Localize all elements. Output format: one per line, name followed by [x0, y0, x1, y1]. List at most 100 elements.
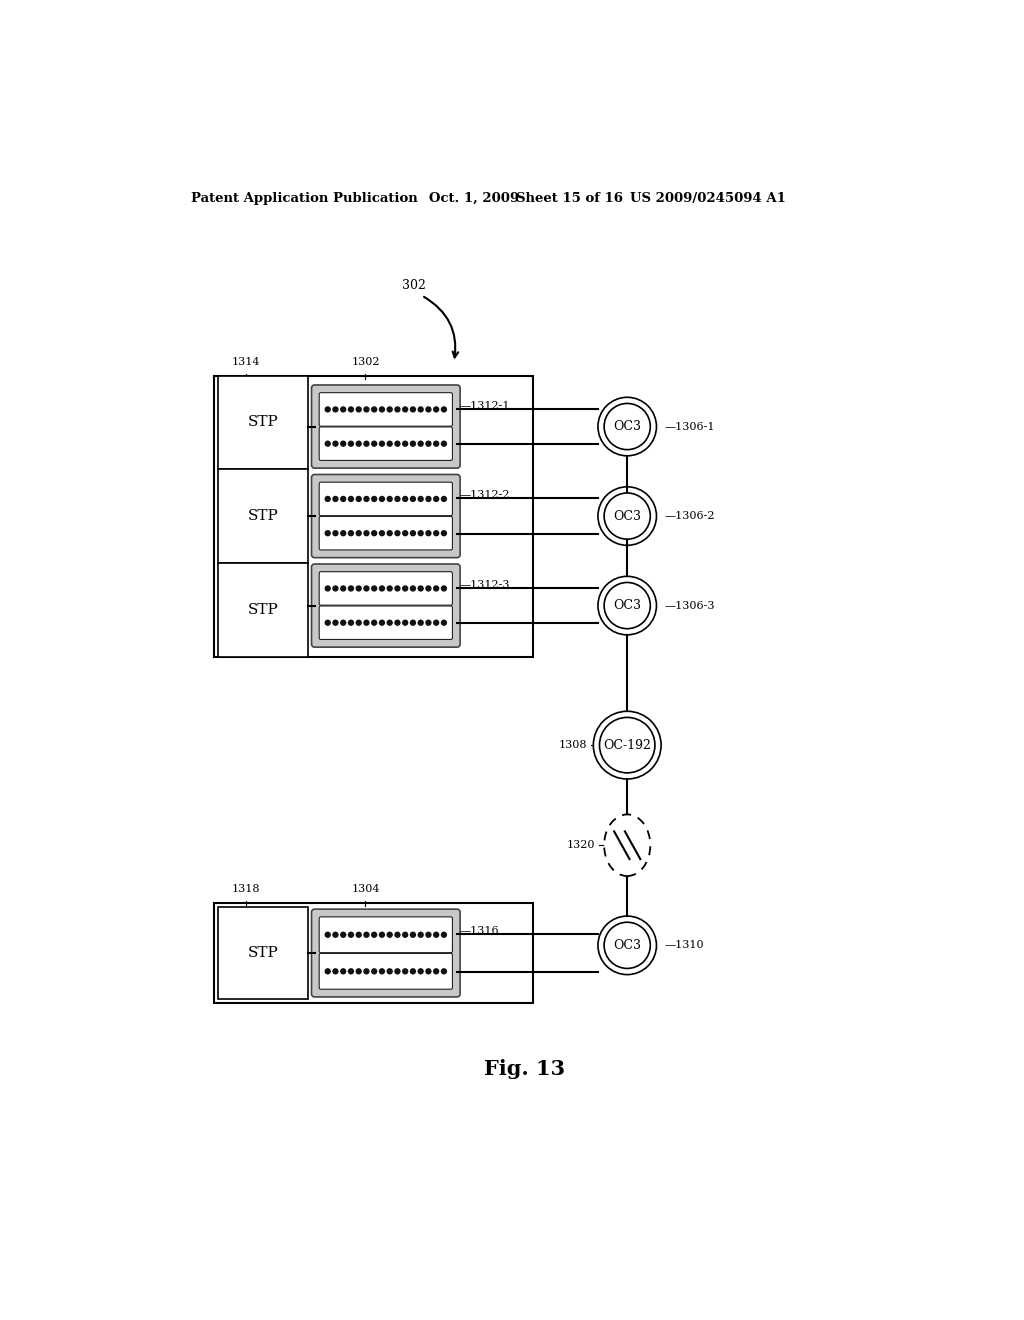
Circle shape — [426, 586, 431, 591]
Text: STP: STP — [248, 416, 279, 429]
Circle shape — [395, 407, 400, 412]
FancyBboxPatch shape — [319, 516, 453, 550]
Circle shape — [411, 969, 416, 974]
Circle shape — [395, 531, 400, 536]
Circle shape — [426, 531, 431, 536]
Circle shape — [348, 932, 353, 937]
Circle shape — [434, 407, 438, 412]
Text: US 2009/0245094 A1: US 2009/0245094 A1 — [630, 191, 785, 205]
Text: 1320: 1320 — [566, 841, 595, 850]
FancyBboxPatch shape — [311, 909, 460, 997]
Circle shape — [402, 969, 408, 974]
Circle shape — [326, 496, 330, 502]
Text: 1304: 1304 — [351, 884, 380, 894]
Circle shape — [418, 586, 423, 591]
Text: OC3: OC3 — [613, 939, 641, 952]
Circle shape — [604, 923, 650, 969]
Circle shape — [356, 969, 361, 974]
Text: 1314: 1314 — [231, 356, 260, 367]
Text: —1312-1: —1312-1 — [460, 401, 510, 411]
Circle shape — [395, 441, 400, 446]
Circle shape — [364, 586, 369, 591]
Circle shape — [402, 531, 408, 536]
Circle shape — [380, 969, 384, 974]
Bar — [217, 376, 308, 469]
FancyBboxPatch shape — [319, 572, 453, 605]
Circle shape — [333, 531, 338, 536]
Circle shape — [441, 620, 446, 626]
Circle shape — [402, 620, 408, 626]
Text: Patent Application Publication: Patent Application Publication — [190, 191, 418, 205]
Text: STP: STP — [248, 946, 279, 960]
Circle shape — [395, 496, 400, 502]
Circle shape — [326, 407, 330, 412]
Circle shape — [418, 969, 423, 974]
Circle shape — [402, 496, 408, 502]
Circle shape — [434, 496, 438, 502]
Circle shape — [434, 932, 438, 937]
Text: —1306-3: —1306-3 — [665, 601, 715, 611]
Circle shape — [372, 407, 377, 412]
Circle shape — [348, 531, 353, 536]
Circle shape — [395, 620, 400, 626]
FancyBboxPatch shape — [311, 564, 460, 647]
Circle shape — [418, 407, 423, 412]
Circle shape — [364, 441, 369, 446]
Circle shape — [364, 932, 369, 937]
Text: STP: STP — [248, 510, 279, 523]
FancyBboxPatch shape — [319, 953, 453, 989]
Circle shape — [356, 586, 361, 591]
Circle shape — [341, 586, 346, 591]
Circle shape — [333, 407, 338, 412]
Circle shape — [326, 586, 330, 591]
Circle shape — [356, 531, 361, 536]
FancyBboxPatch shape — [319, 917, 453, 953]
Circle shape — [326, 441, 330, 446]
Circle shape — [426, 441, 431, 446]
Circle shape — [387, 407, 392, 412]
Circle shape — [411, 407, 416, 412]
Circle shape — [402, 586, 408, 591]
FancyBboxPatch shape — [311, 474, 460, 557]
Circle shape — [348, 407, 353, 412]
Circle shape — [411, 496, 416, 502]
Text: Fig. 13: Fig. 13 — [484, 1059, 565, 1078]
Text: —1306-2: —1306-2 — [665, 511, 715, 521]
Circle shape — [372, 586, 377, 591]
Circle shape — [604, 582, 650, 628]
Circle shape — [395, 932, 400, 937]
Text: OC3: OC3 — [613, 599, 641, 612]
Circle shape — [364, 407, 369, 412]
Circle shape — [341, 620, 346, 626]
Text: —1306-1: —1306-1 — [665, 421, 715, 432]
Circle shape — [387, 586, 392, 591]
FancyBboxPatch shape — [319, 482, 453, 516]
Circle shape — [372, 531, 377, 536]
Circle shape — [411, 620, 416, 626]
Text: —1312-3: —1312-3 — [460, 579, 510, 590]
Circle shape — [441, 586, 446, 591]
Circle shape — [356, 407, 361, 412]
Circle shape — [387, 441, 392, 446]
Circle shape — [333, 441, 338, 446]
Text: Oct. 1, 2009: Oct. 1, 2009 — [429, 191, 519, 205]
Text: 302: 302 — [402, 280, 426, 292]
Circle shape — [333, 620, 338, 626]
Circle shape — [387, 496, 392, 502]
Circle shape — [356, 620, 361, 626]
Circle shape — [326, 531, 330, 536]
Circle shape — [380, 586, 384, 591]
Circle shape — [364, 496, 369, 502]
Circle shape — [348, 496, 353, 502]
Circle shape — [411, 586, 416, 591]
Circle shape — [372, 932, 377, 937]
FancyBboxPatch shape — [311, 385, 460, 469]
Bar — [217, 562, 308, 656]
Circle shape — [441, 531, 446, 536]
Circle shape — [441, 932, 446, 937]
Circle shape — [380, 531, 384, 536]
Circle shape — [387, 531, 392, 536]
Circle shape — [426, 496, 431, 502]
Circle shape — [418, 932, 423, 937]
Text: OC3: OC3 — [613, 420, 641, 433]
